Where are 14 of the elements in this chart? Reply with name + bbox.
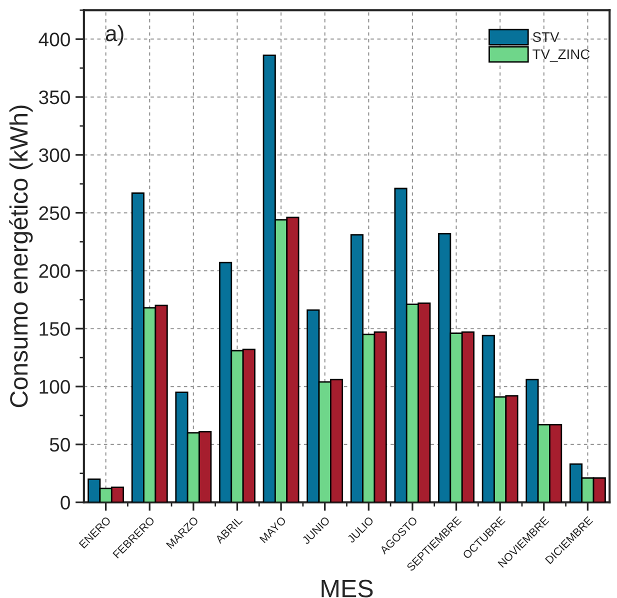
y-tick-label: 200 xyxy=(39,264,70,278)
y-axis-title: Consumo energético (kWh) xyxy=(9,106,33,408)
y-tick-label: 0 xyxy=(60,496,70,510)
legend-label: TV_ZINC xyxy=(532,49,590,62)
y-tick-label: 250 xyxy=(39,206,70,220)
annotation: a) xyxy=(106,24,124,46)
y-tick-label: 300 xyxy=(39,148,70,162)
y-tick-label: 50 xyxy=(50,438,70,452)
y-tick-label: 150 xyxy=(40,322,70,336)
legend-label: STV xyxy=(532,32,560,42)
y-tick-label: 400 xyxy=(38,32,70,46)
y-tick-label: 350 xyxy=(39,90,70,104)
y-tick-label: 100 xyxy=(40,380,70,394)
x-axis-title: MES xyxy=(322,580,373,598)
